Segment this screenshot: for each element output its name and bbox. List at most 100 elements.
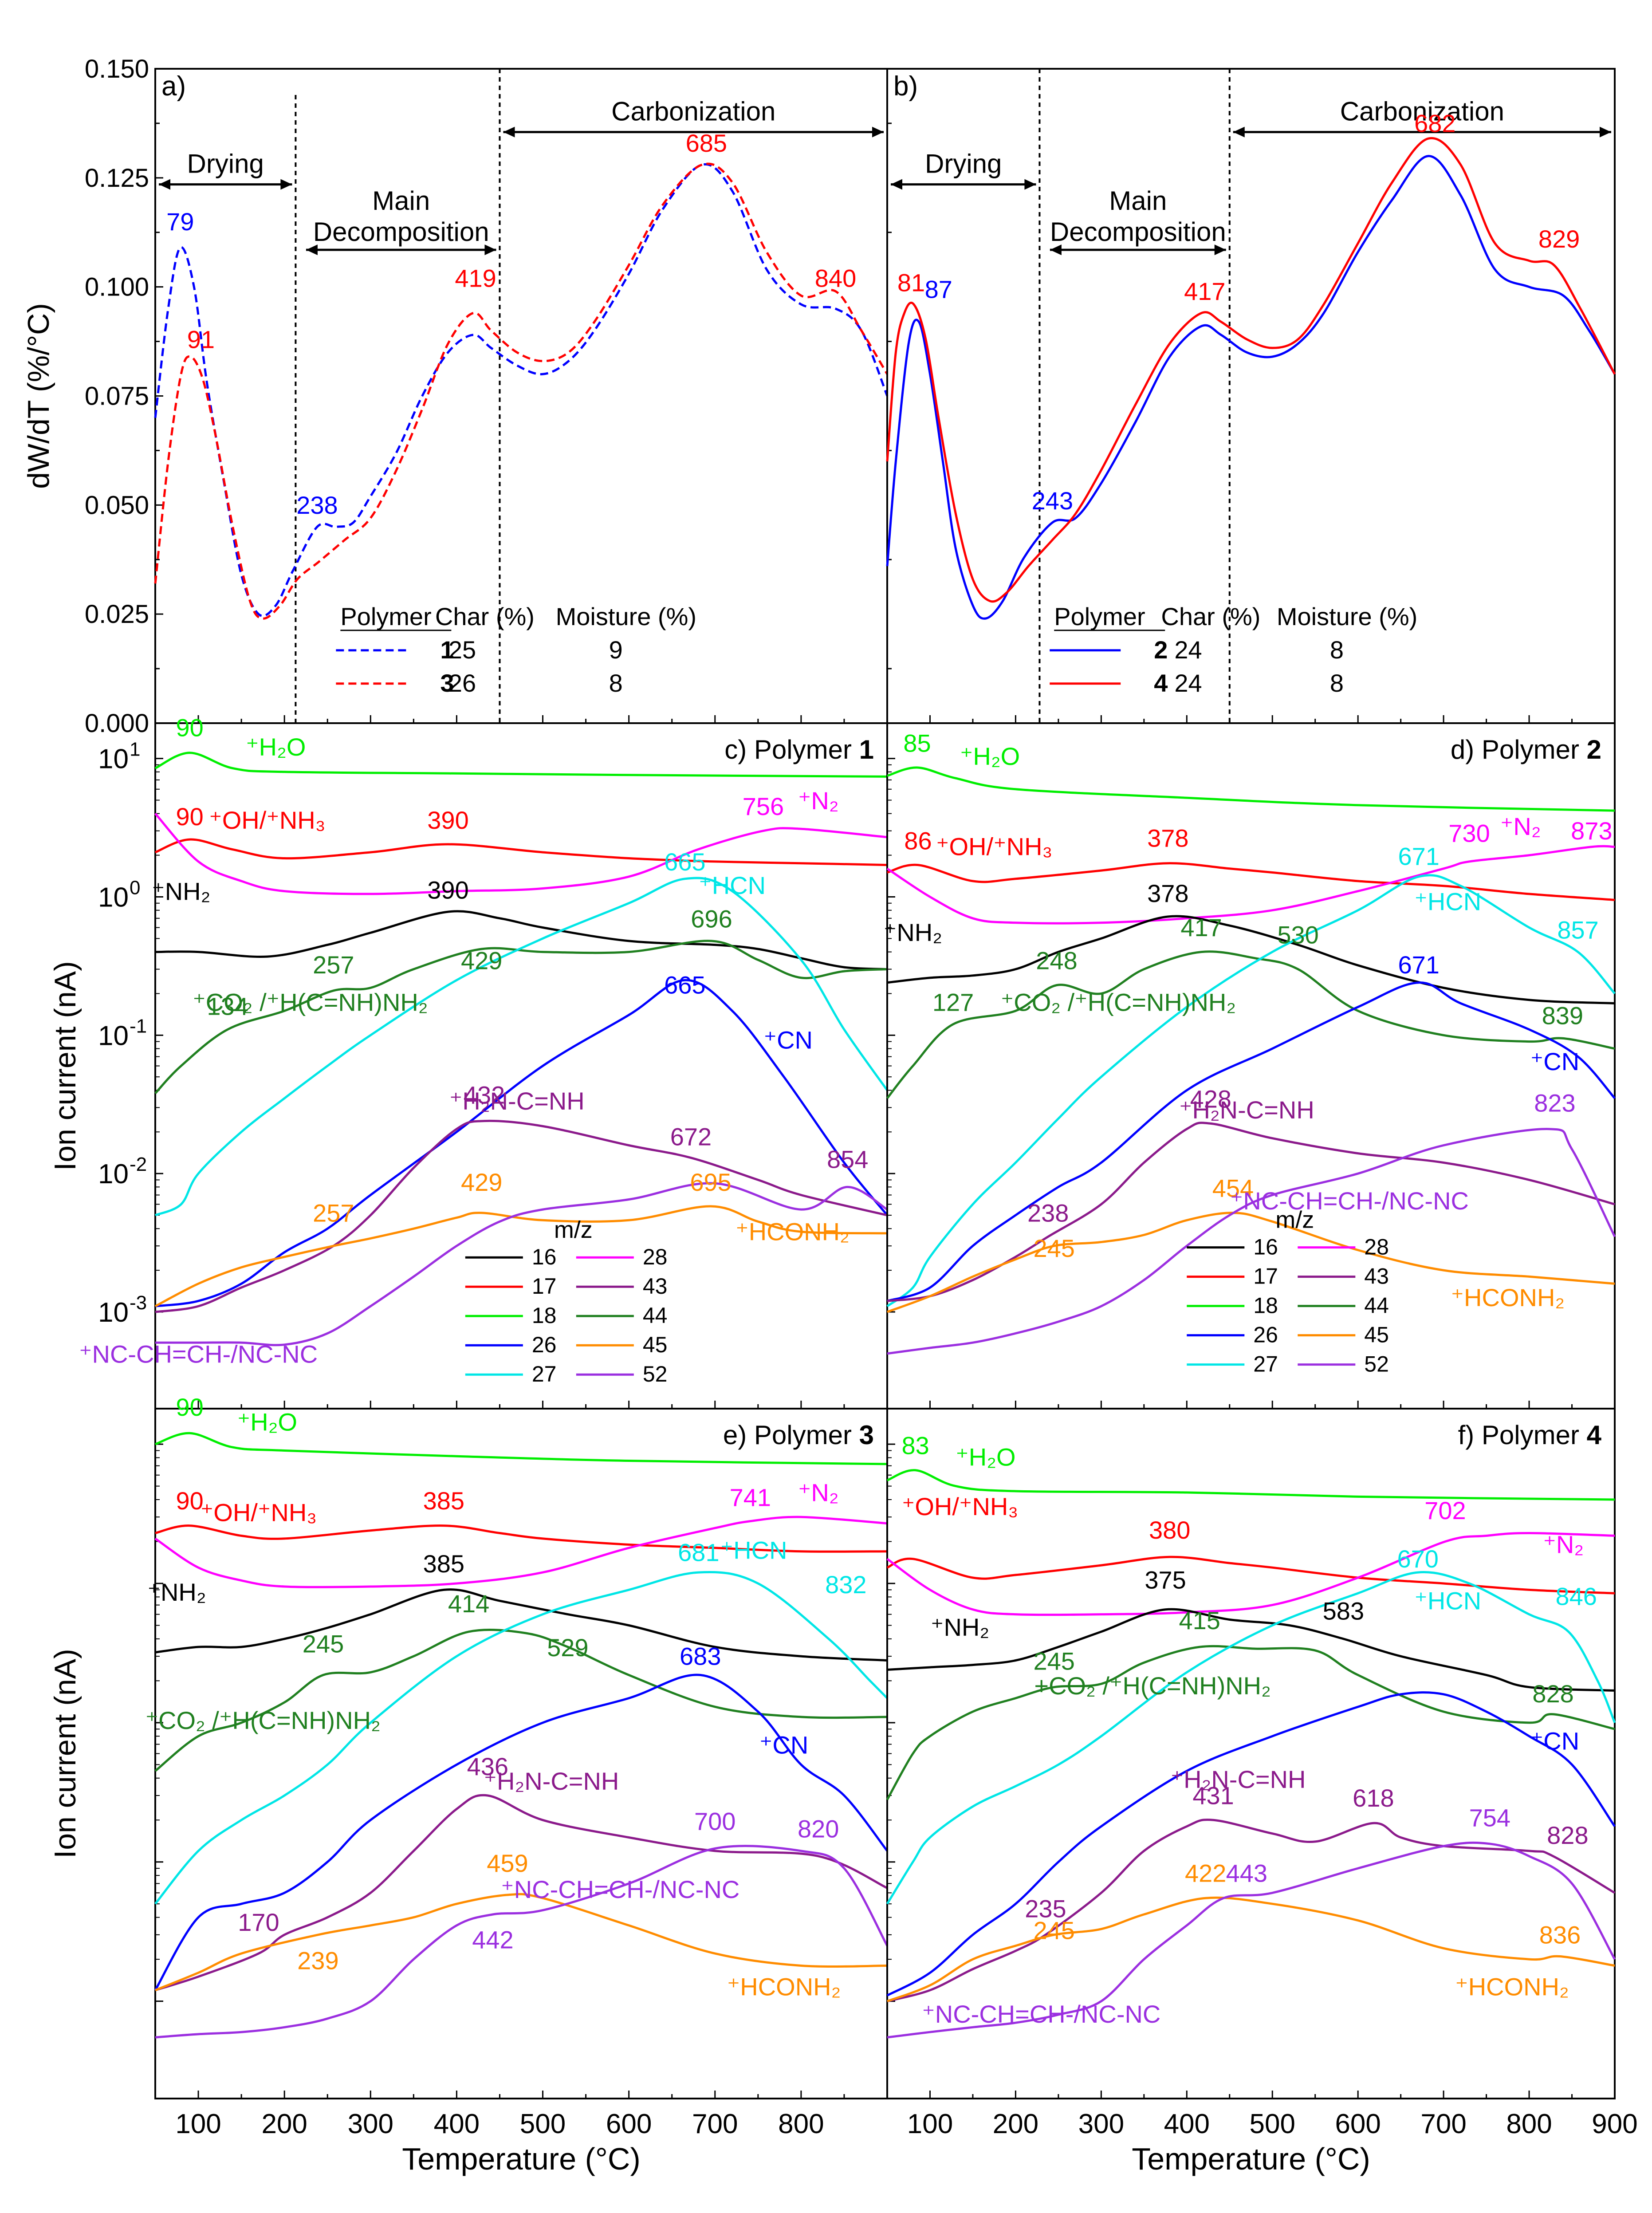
data-label: 385 [423, 1487, 464, 1515]
mz-legend: m/z16 17 18 26 27 28 43 44 45 52 [1187, 1207, 1389, 1377]
data-label: ⁺OH/⁺NH₃ [209, 806, 325, 834]
data-label: 665 [664, 971, 705, 999]
data-label: ⁺HCN [1414, 1587, 1481, 1615]
data-label: 134 [207, 992, 248, 1020]
data-label: 432 [464, 1081, 505, 1109]
data-label: 385 [423, 1550, 464, 1578]
data-label: 245 [303, 1630, 344, 1658]
legend-polymer: 1 [440, 636, 454, 664]
legend-header: Moisture (%) [556, 602, 696, 630]
data-label: 239 [297, 1946, 338, 1974]
series-line-45 [154, 1205, 888, 1307]
series-line-43 [155, 1794, 888, 1992]
data-label: 665 [664, 848, 705, 876]
region-arrowhead-right [1024, 179, 1036, 190]
series-line-16 [887, 915, 1615, 1004]
data-label: 127 [932, 988, 974, 1016]
data-label: 235 [1025, 1895, 1066, 1923]
panel-title-prefix: e) Polymer [723, 1420, 859, 1450]
mz-legend-label: 43 [1364, 1264, 1389, 1289]
mz-legend-label: 18 [1253, 1293, 1278, 1318]
data-label: 672 [670, 1123, 712, 1151]
mz-legend-title: m/z [1275, 1207, 1314, 1233]
x-tick-label: 300 [348, 2109, 393, 2139]
data-label: ⁺HCN [699, 871, 766, 899]
y-tick-label: 10 [98, 882, 129, 913]
region-label: Carbonization [1340, 97, 1504, 126]
legend-moisture: 9 [609, 636, 623, 664]
y-axis-title-middle: Ion current (nA) [48, 961, 82, 1170]
data-label: 83 [902, 1431, 929, 1459]
series-line-16 [155, 1588, 888, 1662]
legend-header: Char (%) [435, 602, 535, 630]
data-label: 170 [238, 1908, 279, 1936]
data-label: 429 [461, 1168, 502, 1196]
data-label: 79 [166, 208, 194, 236]
region-label: Main [1109, 186, 1167, 216]
series-line-44 [886, 950, 1615, 1099]
y-tick-label: 0.050 [85, 491, 149, 520]
y-tick-label: 0.125 [85, 164, 149, 193]
region-arrowhead-right [872, 126, 884, 138]
data-label: ⁺H₂N-C=NH [1171, 1765, 1306, 1793]
region-label: Decomposition [313, 217, 489, 247]
data-label: 454 [1212, 1174, 1254, 1202]
panel-label: a) [161, 71, 186, 102]
data-label: 414 [448, 1590, 489, 1618]
series-line-18 [155, 1432, 888, 1465]
x-tick-label: 600 [606, 2109, 652, 2139]
data-label: ⁺CN [759, 1731, 808, 1759]
data-label: 846 [1555, 1583, 1597, 1611]
data-label: ⁺H₂O [246, 733, 306, 761]
region-arrowhead-left [159, 179, 170, 190]
data-label: 682 [1414, 110, 1455, 138]
mz-legend-title: m/z [554, 1217, 593, 1243]
region-label: Main [372, 186, 430, 216]
data-label: 836 [1539, 1921, 1581, 1949]
data-label: ⁺HCONH₂ [1451, 1284, 1565, 1311]
data-label: ⁺HCONH₂ [727, 1973, 841, 2001]
data-label: ⁺HCONH₂ [1455, 1973, 1569, 2001]
data-label: 245 [1034, 1916, 1075, 1944]
data-label: 442 [472, 1926, 513, 1953]
x-tick-label: 300 [1078, 2109, 1124, 2139]
data-label: ⁺CO₂ /⁺H(C=NH)NH₂ [1001, 988, 1236, 1016]
x-axis-title-right: Temperature (°C) [1132, 2142, 1370, 2176]
data-label: 823 [1534, 1089, 1575, 1117]
legend-polymer: 4 [1154, 669, 1168, 697]
data-label: ⁺OH/⁺NH₃ [902, 1492, 1018, 1520]
y-tick-label-exponent: 1 [130, 739, 140, 760]
region-arrowhead-right [280, 179, 292, 190]
mz-legend-label: 52 [643, 1362, 668, 1386]
data-label: 828 [1532, 1680, 1573, 1708]
data-label: 695 [690, 1168, 731, 1196]
series-line-43 [887, 1122, 1615, 1302]
series-line-27 [155, 877, 889, 1217]
x-tick-label: 100 [907, 2109, 953, 2139]
data-label: 832 [825, 1571, 866, 1599]
data-label: ⁺H₂O [956, 1443, 1015, 1471]
y-axis-title-top: dW/dT (%/°C) [22, 303, 55, 489]
data-label: 238 [1027, 1199, 1069, 1227]
data-label: 90 [176, 713, 203, 741]
data-label: 873 [1571, 817, 1612, 845]
data-label: 530 [1277, 921, 1318, 949]
data-label: 756 [743, 792, 784, 820]
data-label: 390 [427, 806, 468, 834]
x-tick-label: 400 [1164, 2109, 1210, 2139]
y-tick-label: 0.025 [85, 600, 149, 629]
mz-legend-label: 44 [643, 1303, 668, 1328]
x-tick-label: 500 [1250, 2109, 1295, 2139]
y-tick-label-exponent: -1 [130, 1015, 147, 1037]
series-line-45 [887, 1212, 1615, 1313]
data-label: 820 [798, 1815, 839, 1843]
data-label: 700 [694, 1807, 736, 1835]
legend-moisture: 8 [1330, 669, 1344, 697]
x-tick-label: 700 [1420, 2109, 1466, 2139]
series-line-17 [155, 1524, 888, 1553]
series-line-18 [887, 1469, 1615, 1501]
mz-legend-label: 17 [532, 1274, 557, 1299]
legend: Polymer Char (%) Moisture (%) 125 9 326 8 [336, 602, 696, 697]
x-tick-label: 100 [175, 2109, 221, 2139]
region-arrowhead-left [1050, 244, 1062, 256]
